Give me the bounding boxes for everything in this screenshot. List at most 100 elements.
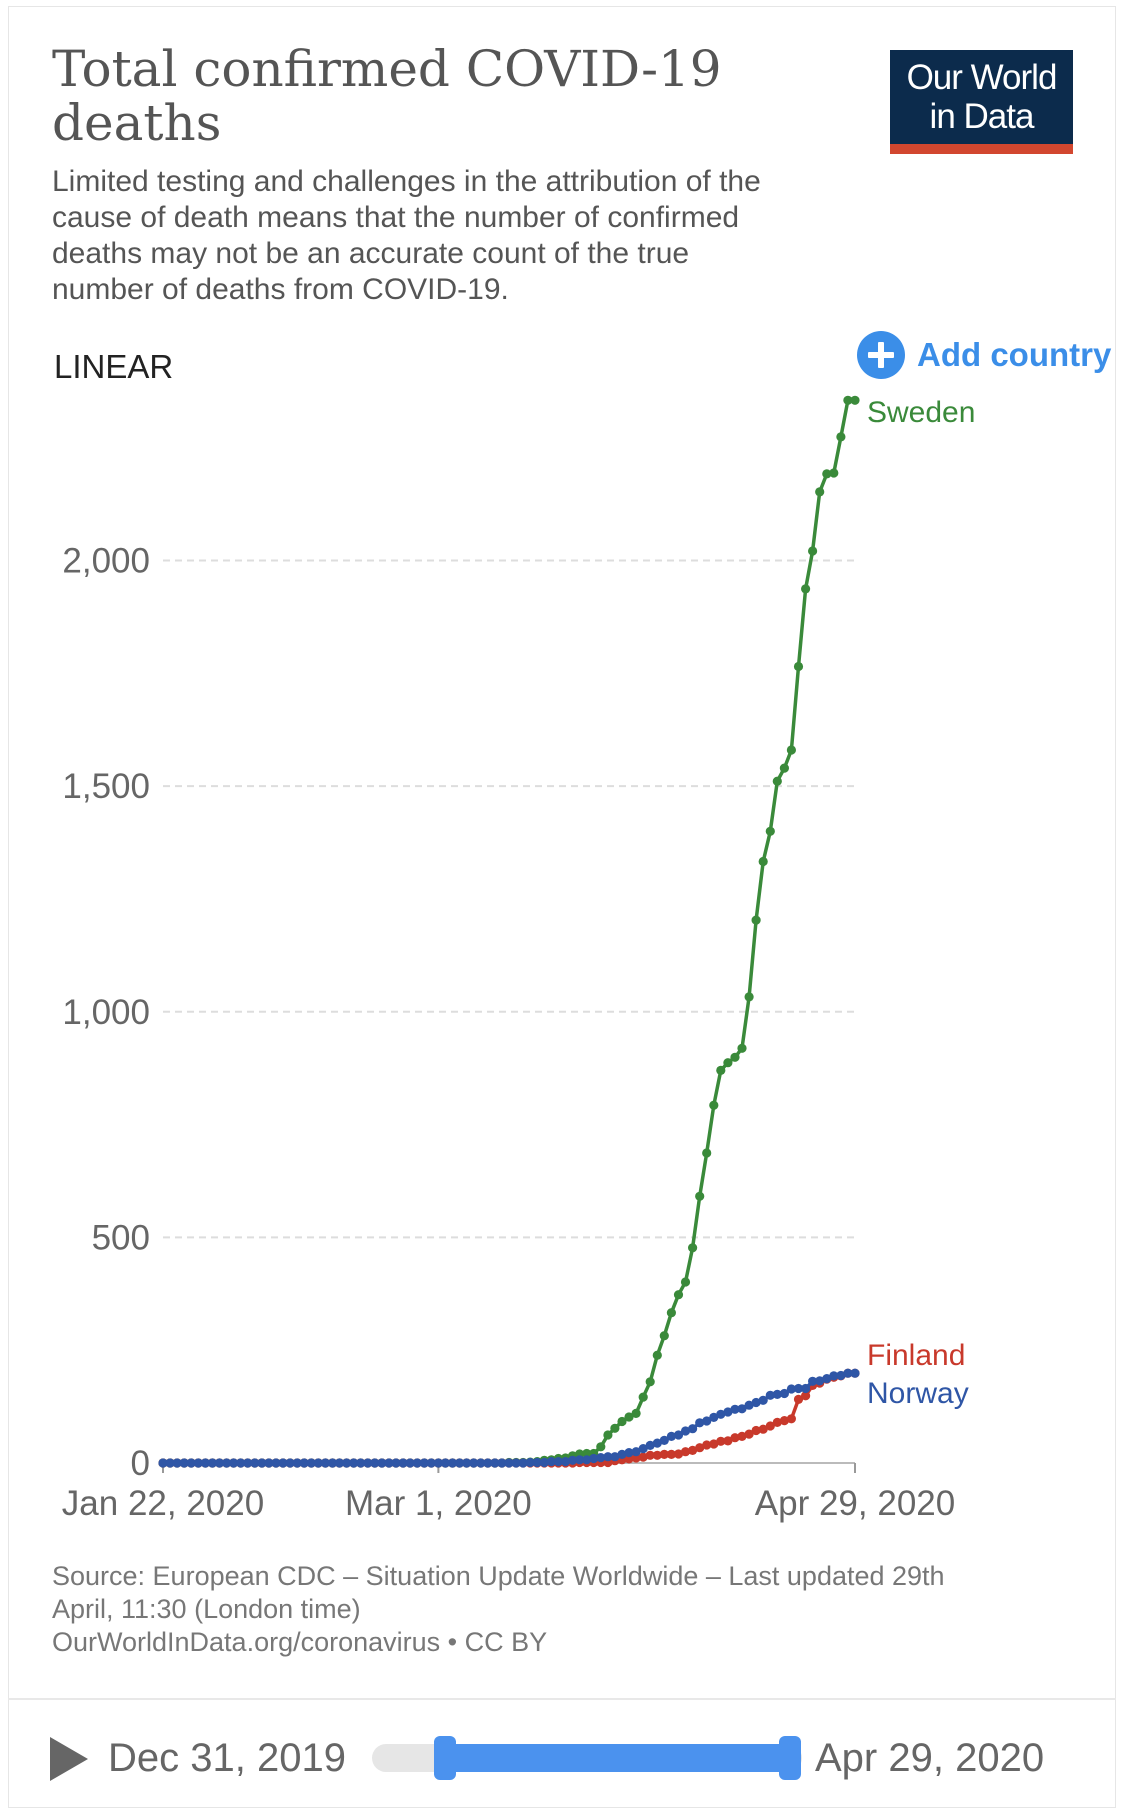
data-point[interactable]: [652, 1438, 662, 1448]
data-point[interactable]: [836, 432, 846, 442]
data-point[interactable]: [716, 1409, 726, 1419]
timeline-end-handle[interactable]: [779, 1736, 801, 1780]
data-point[interactable]: [313, 1458, 323, 1468]
data-point[interactable]: [391, 1458, 401, 1468]
data-point[interactable]: [525, 1457, 535, 1468]
data-point[interactable]: [822, 469, 832, 479]
data-point[interactable]: [751, 915, 761, 925]
data-point[interactable]: [645, 1377, 655, 1387]
data-point[interactable]: [483, 1458, 493, 1468]
play-icon[interactable]: [50, 1737, 88, 1781]
data-point[interactable]: [751, 1425, 761, 1436]
data-point[interactable]: [349, 1458, 359, 1468]
data-point[interactable]: [582, 1448, 592, 1459]
data-point[interactable]: [342, 1458, 352, 1468]
data-point[interactable]: [716, 1436, 726, 1446]
data-point[interactable]: [843, 395, 853, 405]
data-point[interactable]: [334, 1458, 345, 1468]
data-point[interactable]: [243, 1458, 253, 1468]
data-point[interactable]: [278, 1458, 288, 1468]
data-point[interactable]: [462, 1458, 472, 1468]
series-label-norway[interactable]: Norway: [867, 1377, 969, 1410]
data-point[interactable]: [836, 1370, 846, 1381]
data-point[interactable]: [801, 1391, 811, 1401]
data-point[interactable]: [666, 1449, 677, 1459]
data-point[interactable]: [673, 1430, 684, 1440]
data-point[interactable]: [638, 1452, 648, 1462]
data-point[interactable]: [730, 1052, 740, 1062]
data-point[interactable]: [440, 1458, 450, 1468]
data-point[interactable]: [638, 1392, 648, 1402]
data-point[interactable]: [320, 1458, 330, 1468]
data-point[interactable]: [758, 1395, 768, 1405]
data-point[interactable]: [723, 1436, 733, 1446]
data-point[interactable]: [688, 1424, 698, 1434]
data-point[interactable]: [327, 1458, 338, 1468]
data-point[interactable]: [398, 1458, 408, 1468]
data-point[interactable]: [447, 1458, 458, 1468]
data-point[interactable]: [808, 546, 818, 556]
data-point[interactable]: [765, 1421, 775, 1431]
data-point[interactable]: [673, 1290, 684, 1300]
data-point[interactable]: [490, 1458, 500, 1468]
data-point[interactable]: [589, 1453, 599, 1464]
data-point[interactable]: [730, 1404, 740, 1414]
data-point[interactable]: [801, 584, 811, 594]
data-point[interactable]: [207, 1458, 217, 1468]
data-point[interactable]: [455, 1458, 465, 1468]
data-point[interactable]: [158, 1458, 168, 1468]
data-point[interactable]: [363, 1458, 373, 1468]
data-point[interactable]: [433, 1458, 443, 1468]
data-point[interactable]: [645, 1450, 655, 1460]
data-point[interactable]: [596, 1442, 606, 1452]
data-point[interactable]: [610, 1452, 620, 1462]
data-point[interactable]: [518, 1458, 528, 1468]
data-point[interactable]: [758, 856, 768, 867]
data-point[interactable]: [850, 395, 860, 405]
data-point[interactable]: [645, 1440, 655, 1450]
data-point[interactable]: [659, 1449, 669, 1459]
data-point[interactable]: [815, 487, 825, 497]
data-point[interactable]: [688, 1243, 698, 1253]
data-point[interactable]: [659, 1435, 669, 1445]
data-point[interactable]: [200, 1458, 210, 1468]
data-point[interactable]: [673, 1449, 684, 1459]
timeline-start-handle[interactable]: [434, 1736, 456, 1780]
data-point[interactable]: [737, 1431, 747, 1441]
data-point[interactable]: [603, 1430, 613, 1440]
data-point[interactable]: [370, 1458, 380, 1468]
data-point[interactable]: [250, 1458, 260, 1468]
data-point[interactable]: [257, 1458, 267, 1468]
data-point[interactable]: [405, 1458, 415, 1468]
data-point[interactable]: [709, 1100, 719, 1110]
data-point[interactable]: [596, 1453, 606, 1463]
data-point[interactable]: [695, 1418, 705, 1428]
data-point[interactable]: [172, 1458, 182, 1468]
data-point[interactable]: [186, 1458, 196, 1468]
data-point[interactable]: [695, 1443, 705, 1453]
data-point[interactable]: [229, 1458, 239, 1468]
data-point[interactable]: [744, 1429, 754, 1439]
data-point[interactable]: [702, 1416, 712, 1426]
data-point[interactable]: [801, 1383, 811, 1394]
data-point[interactable]: [680, 1447, 691, 1457]
data-point[interactable]: [306, 1458, 316, 1468]
data-point[interactable]: [264, 1458, 274, 1468]
data-point[interactable]: [511, 1458, 521, 1468]
data-point[interactable]: [723, 1407, 733, 1417]
data-point[interactable]: [412, 1458, 422, 1468]
data-point[interactable]: [793, 661, 804, 672]
data-point[interactable]: [603, 1452, 613, 1462]
data-point[interactable]: [829, 468, 839, 478]
data-point[interactable]: [582, 1455, 592, 1465]
data-point[interactable]: [384, 1458, 394, 1468]
data-point[interactable]: [419, 1458, 429, 1468]
data-point[interactable]: [786, 1414, 797, 1424]
series-label-finland[interactable]: Finland: [867, 1339, 965, 1372]
data-point[interactable]: [688, 1445, 698, 1455]
data-point[interactable]: [765, 826, 775, 836]
data-point[interactable]: [808, 1376, 818, 1386]
data-point[interactable]: [786, 1384, 797, 1394]
data-point[interactable]: [497, 1458, 507, 1468]
scale-toggle-linear[interactable]: LINEAR: [54, 348, 174, 385]
